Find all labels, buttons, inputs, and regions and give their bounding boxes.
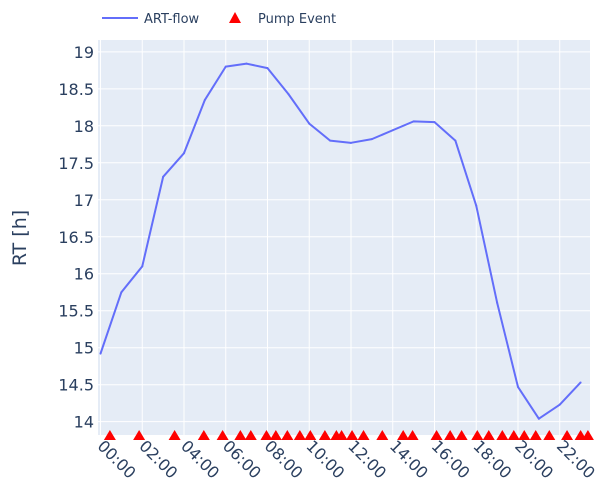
pump-event-marker (335, 430, 348, 440)
art-flow-point (329, 139, 332, 142)
x-tick-label: 08:00 (261, 436, 307, 482)
gridlines (98, 40, 590, 435)
pump-event-marker (168, 430, 181, 440)
art-flow-line (99, 62, 582, 420)
legend-label-art-flow: ART-flow (144, 12, 200, 27)
pump-event-marker (581, 430, 594, 440)
pump-event-marker (293, 430, 306, 440)
art-flow-point (266, 67, 269, 70)
pump-event-marker (346, 430, 359, 440)
art-flow-point (349, 141, 352, 144)
pump-event-marker (543, 430, 556, 440)
y-tick-label: 18.5 (58, 80, 94, 99)
art-flow-point (224, 65, 227, 68)
pump-event-marker (561, 430, 574, 440)
pump-event-marker (430, 430, 443, 440)
pump-event-marker (244, 430, 257, 440)
art-flow-point (496, 301, 499, 304)
art-flow-point (99, 352, 102, 355)
art-flow-point (454, 139, 457, 142)
art-flow-point (516, 385, 519, 388)
pump-event-marker (518, 430, 531, 440)
art-flow-point (370, 138, 373, 141)
x-tick-label: 14:00 (386, 436, 432, 482)
art-flow-point (162, 175, 165, 178)
art-flow-point (203, 98, 206, 101)
art-flow-point (412, 120, 415, 123)
x-tick-label: 16:00 (428, 436, 474, 482)
x-tick-label: 10:00 (302, 436, 348, 482)
series-layer (99, 62, 582, 420)
y-tick-label: 16.5 (58, 228, 94, 247)
art-flow-point (391, 129, 394, 132)
x-tick-label: 18:00 (469, 436, 515, 482)
x-tick-label: 04:00 (177, 436, 223, 482)
y-axis: 14 14.5 15 15.5 16 16.5 17 17.5 18 18.5 19 (58, 43, 94, 432)
art-flow-point (475, 204, 478, 207)
x-tick-label: 20:00 (511, 436, 557, 482)
y-tick-label: 15.5 (58, 302, 94, 321)
y-tick-label: 17 (74, 191, 94, 210)
pump-event-marker (269, 430, 282, 440)
art-flow-point (537, 417, 540, 420)
art-flow-point (120, 291, 123, 294)
art-flow-point (183, 152, 186, 155)
pump-event-marker (318, 430, 331, 440)
pump-event-marker (397, 430, 410, 440)
art-flow-point (245, 62, 248, 65)
y-tick-label: 18 (74, 117, 94, 136)
art-flow-point (308, 122, 311, 125)
y-axis-title: RT [h] (9, 210, 31, 266)
pump-event-marker (507, 430, 520, 440)
pump-event-marker (444, 430, 457, 440)
art-flow-point (141, 265, 144, 268)
art-flow-point (579, 381, 582, 384)
legend: ART-flow Pump Event (102, 12, 336, 27)
pump-event-marker (197, 430, 210, 440)
y-tick-label: 14.5 (58, 376, 94, 395)
pump-event-marker (304, 430, 317, 440)
pump-event-marker (376, 430, 389, 440)
pump-event-marker (406, 430, 419, 440)
x-tick-label: 02:00 (135, 436, 181, 482)
pump-event-marker (471, 430, 484, 440)
pump-event-marker (234, 430, 247, 440)
plot-background (98, 40, 590, 435)
legend-label-pump-event: Pump Event (258, 12, 336, 27)
pump-event-marker (133, 430, 146, 440)
pump-event-marker (103, 430, 116, 440)
x-tick-label: 00:00 (94, 436, 140, 482)
y-tick-label: 15 (74, 339, 94, 358)
y-tick-label: 17.5 (58, 154, 94, 173)
x-tick-label: 22:00 (553, 436, 599, 482)
legend-triangle-swatch (229, 12, 241, 23)
y-tick-label: 16 (74, 265, 94, 284)
pump-event-marker (357, 430, 370, 440)
x-tick-label: 06:00 (219, 436, 265, 482)
y-tick-label: 19 (74, 43, 94, 62)
pump-event-marker (496, 430, 509, 440)
art-flow-point (558, 403, 561, 406)
y-tick-label: 14 (74, 413, 94, 432)
art-flow-point (433, 121, 436, 124)
pump-event-marker (455, 430, 468, 440)
art-flow-point (287, 92, 290, 95)
x-axis: 00:0002:0004:0006:0008:0010:0012:0014:00… (94, 436, 599, 482)
pump-event-marker (281, 430, 294, 440)
pump-event-marker (529, 430, 542, 440)
pump-event-marker (216, 430, 229, 440)
pump-event-marker (482, 430, 495, 440)
x-tick-label: 12:00 (344, 436, 390, 482)
pump-event-marker (260, 430, 273, 440)
pump-event-markers (103, 430, 594, 440)
